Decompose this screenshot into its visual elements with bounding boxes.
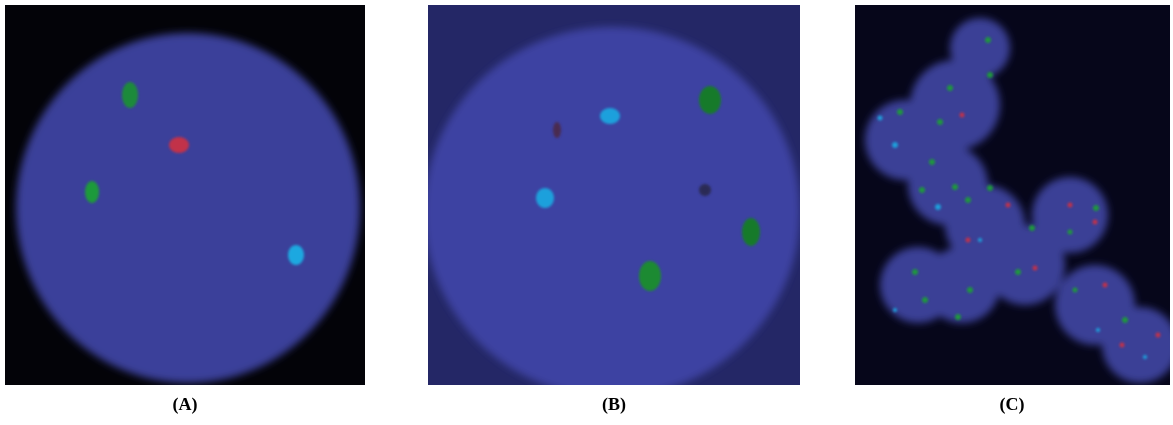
panel-b-image — [424, 5, 800, 397]
figure: (A) (B) (C) — [0, 0, 1173, 425]
page: (A) (B) (C) (() => { const data = JSON.p… — [0, 0, 1173, 425]
panel-a-image — [5, 5, 365, 385]
panel-label: (A) — [173, 394, 198, 415]
panel-label: (C) — [1000, 394, 1025, 415]
panel-label: (B) — [602, 394, 626, 415]
panel-c-image — [855, 5, 1173, 385]
